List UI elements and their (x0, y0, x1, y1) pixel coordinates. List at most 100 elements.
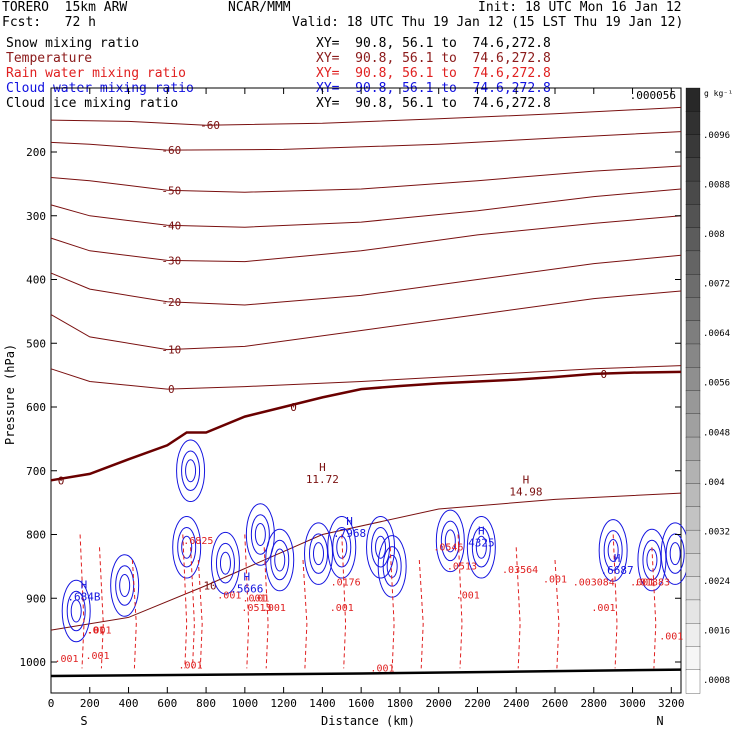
cloud-water-contour (598, 519, 628, 582)
rain-contour (302, 559, 308, 669)
x-tick-label: 400 (119, 697, 139, 710)
cloud-water-contour (603, 530, 623, 571)
y-tick-label: 300 (26, 210, 46, 223)
rain-contour (244, 534, 250, 669)
model-name: TORERO 15km ARW (2, 0, 128, 15)
rain-contour (554, 559, 560, 669)
x-axis-title: Distance (km) (321, 714, 415, 728)
rain-value-label: .001 (262, 603, 286, 614)
rain-value-label: .001 (179, 660, 203, 671)
rain-contour (612, 534, 618, 669)
cloud-water-contour (115, 565, 135, 606)
max-value-label: .000056 (630, 89, 676, 102)
cloud-water-contour (61, 579, 91, 643)
cloud-water-contour (119, 574, 131, 597)
colorbar-segment (685, 576, 701, 601)
maximum-marker: H (478, 525, 485, 538)
maximum-value: .5666 (230, 582, 263, 595)
colorbar-segment (685, 390, 701, 415)
field-name-temperature: Temperature (6, 51, 93, 66)
isotherm-label: -40 (161, 219, 181, 232)
isotherm-label: -10 (161, 344, 181, 357)
colorbar-label: .0064 (703, 329, 730, 339)
isotherm-label: -20 (161, 296, 181, 309)
forecast-hour: Fcst: 72 h (2, 15, 96, 30)
cloud-water-contour (304, 522, 334, 585)
x-tick-label: 2000 (425, 697, 452, 710)
cloud-water-contour (444, 529, 456, 553)
rain-contour (515, 547, 521, 669)
init-time: Init: 18 UTC Mon 16 Jan 12 (478, 0, 682, 15)
freezing-level-label: 0 (58, 474, 65, 487)
rain-value-label: .001 (85, 651, 109, 662)
cloud-water-contour (215, 542, 235, 584)
colorbar-segment (685, 646, 701, 671)
isotherm-line (50, 188, 682, 228)
x-tick-label: 0 (48, 697, 55, 710)
cloud-water-contour (70, 599, 82, 623)
maximum-value: 4325 (468, 537, 495, 550)
rain-contour (457, 534, 463, 669)
cloud-water-contour (669, 542, 681, 566)
maximum-marker: H (614, 552, 621, 565)
colorbar-segment (685, 87, 701, 112)
maximum-value: .684B (67, 591, 100, 604)
field-xy-temperature: XY= 90.8, 56.1 to 74.6,272.8 (316, 51, 551, 66)
colorbar-unit: g kg⁻¹ (704, 89, 733, 98)
colorbar-segment (685, 460, 701, 485)
x-tick-label: 2400 (503, 697, 530, 710)
x-tick-label: 600 (157, 697, 177, 710)
cloud-water-contour (219, 551, 231, 575)
cloud-water-contour (250, 514, 270, 555)
cloud-water-contour (309, 533, 329, 574)
isotherm-label: 10 (203, 580, 216, 593)
x-tick-label: 1000 (232, 697, 259, 710)
isotherm-label: -50 (161, 184, 181, 197)
cloud-water-contour (665, 533, 685, 574)
y-tick-label: 600 (26, 401, 46, 414)
rain-value-label: .03564 (502, 565, 538, 576)
rain-contour (263, 547, 269, 669)
field-xy-cloud-ice: XY= 90.8, 56.1 to 74.6,272.8 (316, 96, 551, 111)
colorbar-segment (685, 180, 701, 205)
rain-value-label: .001 (659, 632, 683, 643)
rain-value-label: .001 (217, 590, 241, 601)
isotherm-line (50, 254, 682, 306)
colorbar-segment (685, 436, 701, 461)
cloud-water-contour (435, 509, 465, 573)
y-tick-label: 500 (26, 337, 46, 350)
cloud-water-contour (375, 535, 387, 559)
y-axis-title: Pressure (hPa) (3, 344, 17, 445)
maximum-marker: H (523, 474, 530, 487)
cloud-water-contour (440, 520, 460, 562)
y-tick-label: 1000 (20, 656, 47, 669)
colorbar-label: .0056 (703, 379, 730, 389)
y-tick-label: 700 (26, 465, 46, 478)
rain-value-label: .001 (54, 654, 78, 665)
rain-value-label: .01 (251, 593, 269, 604)
cloud-water-contour (313, 542, 325, 566)
colorbar-segment (685, 343, 701, 368)
isotherm-label: -60 (161, 144, 181, 157)
cloud-water-contour (274, 548, 286, 572)
isotherm-line (50, 106, 682, 126)
cloud-water-contour (210, 531, 240, 595)
cloud-water-contour (646, 548, 658, 572)
colorbar-segment (685, 227, 701, 252)
rain-value-label: .001 (87, 625, 111, 636)
colorbar-segment (685, 320, 701, 345)
cloud-water-contour (185, 459, 197, 483)
maximum-value: .7968 (333, 527, 366, 540)
cloud-water-contour (245, 503, 275, 566)
colorbar-segment (685, 204, 701, 229)
colorbar-segment (685, 669, 701, 694)
freezing-level-label: 0 (600, 368, 607, 381)
freezing-level-label: 0 (290, 401, 297, 414)
rain-contour (99, 547, 104, 669)
rain-value-label: .001 (330, 603, 354, 614)
x-tick-label: 200 (80, 697, 100, 710)
rain-contour (418, 559, 424, 669)
colorbar-label: .0072 (703, 280, 730, 290)
colorbar-label: .0008 (703, 676, 730, 686)
